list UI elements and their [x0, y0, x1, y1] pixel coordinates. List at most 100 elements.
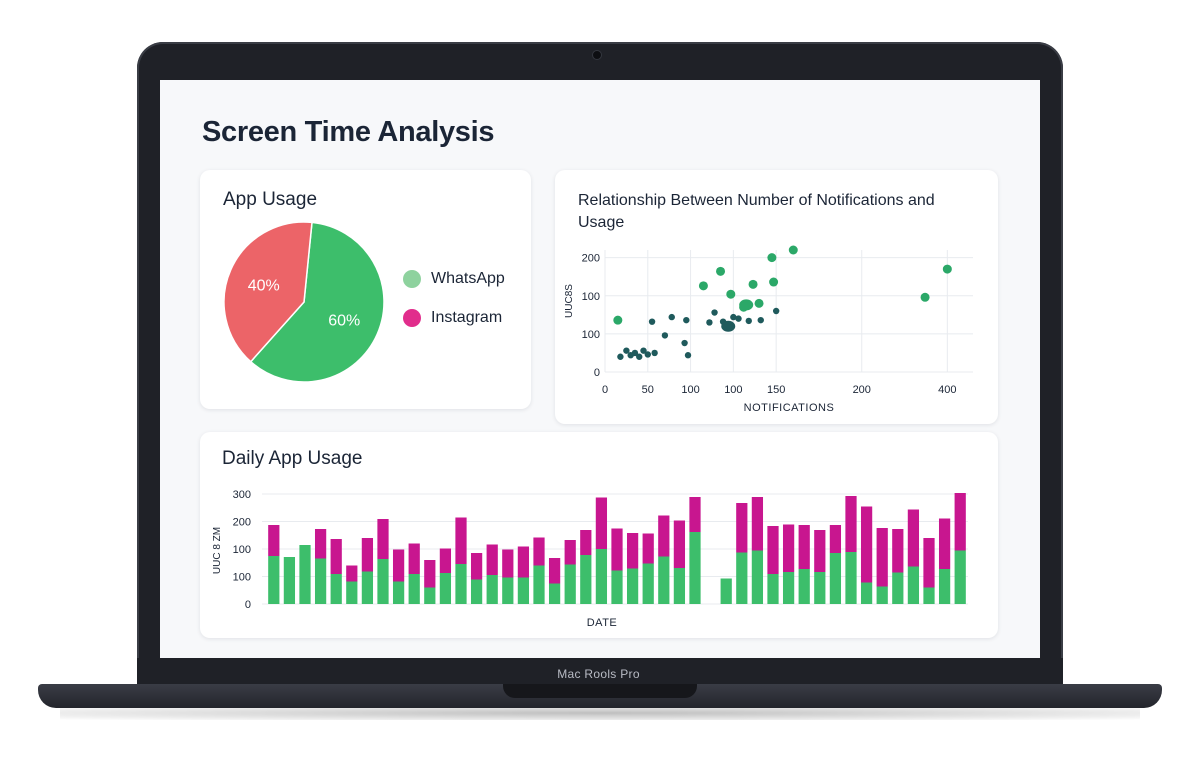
scatter-point	[721, 320, 736, 332]
scatter-point	[735, 315, 742, 322]
bar-segment-whatsapp	[346, 581, 358, 604]
app-usage-card: App Usage 60% 40% WhatsApp Instagram	[200, 170, 531, 409]
scatter-point	[651, 349, 658, 357]
scatter-x-axis-label: NOTIFICATIONS	[744, 402, 835, 414]
bar-segment-whatsapp	[330, 574, 342, 604]
bar-segment-whatsapp	[938, 569, 951, 604]
bar-segment-whatsapp	[814, 572, 826, 604]
bar-segment-whatsapp	[642, 563, 654, 604]
scatter-x-tick-label: 50	[642, 384, 654, 396]
bar-segment-whatsapp	[845, 552, 857, 604]
daily-usage-card: Daily App Usage 0 100 100 200 300 UUC 8 ZM DAT…	[200, 432, 998, 638]
bar-segment-instagram	[470, 553, 483, 580]
bar-segment-instagram	[876, 528, 888, 587]
device-label: Mac Rools Pro	[557, 667, 640, 681]
pie-label-instagram: 40%	[248, 277, 280, 294]
legend-swatch-whatsapp	[403, 270, 421, 288]
app-usage-title: App Usage	[223, 189, 318, 210]
bar-segment-whatsapp	[767, 574, 779, 604]
bar-segment-whatsapp	[564, 564, 576, 604]
bar-segment-instagram	[314, 529, 327, 559]
scatter-point	[726, 289, 736, 299]
laptop-chin	[137, 658, 1063, 684]
bar-segment-instagram	[767, 526, 779, 574]
scatter-y-tick-label: 100	[582, 329, 600, 341]
bar-segment-whatsapp	[907, 566, 920, 604]
bar-segment-whatsapp	[517, 577, 530, 604]
bar-segment-whatsapp	[860, 582, 873, 604]
laptop-base-notch	[503, 684, 697, 698]
legend-label-whatsapp: WhatsApp	[431, 270, 505, 287]
bar-segment-instagram	[533, 537, 545, 566]
bar-segment-instagram	[642, 533, 654, 564]
bar-segment-whatsapp	[892, 572, 904, 604]
bar-segment-whatsapp	[673, 568, 686, 604]
bar-segment-instagram	[736, 503, 748, 553]
bar-segment-instagram	[268, 525, 280, 556]
scatter-x-tick-label: 150	[767, 384, 785, 396]
scatter-point	[942, 264, 952, 274]
bar-segment-instagram	[626, 533, 639, 569]
scatter-point	[698, 281, 708, 291]
bar-segment-instagram	[782, 524, 795, 572]
bar-y-axis-label: UUC 8 ZM	[212, 527, 223, 574]
page-title: Screen Time Analysis	[202, 116, 495, 148]
bar-segment-instagram	[751, 497, 764, 551]
scatter-point	[769, 277, 779, 287]
bar-segment-whatsapp	[658, 556, 670, 604]
bar-segment-whatsapp	[595, 549, 608, 604]
bar-segment-instagram	[408, 543, 420, 574]
scatter-point	[920, 292, 930, 302]
bar-segment-whatsapp	[876, 586, 888, 604]
scatter-point	[711, 309, 718, 316]
scatter-point	[683, 316, 690, 324]
bar-segment-instagram	[954, 493, 966, 551]
bar-segment-whatsapp	[533, 565, 545, 604]
bar-segment-instagram	[907, 509, 920, 567]
bar-segment-instagram	[548, 558, 561, 584]
bar-segment-instagram	[673, 520, 686, 568]
bar-y-tick-label: 100	[233, 544, 251, 556]
scatter-point	[757, 316, 764, 324]
bar-segment-whatsapp	[611, 570, 623, 604]
scatter-point	[661, 332, 669, 339]
bar-segment-whatsapp	[954, 550, 966, 604]
bar-segment-whatsapp	[626, 568, 639, 604]
bar-segment-instagram	[860, 506, 873, 583]
bar-segment-whatsapp	[720, 578, 732, 604]
bar-y-tick-label: 0	[245, 599, 251, 611]
bar-segment-instagram	[486, 544, 498, 575]
pie-label-whatsapp: 60%	[328, 313, 360, 330]
scatter-point	[648, 318, 656, 325]
scatter-x-tick-label: 400	[938, 384, 956, 396]
bar-segment-instagram	[564, 540, 576, 565]
scatter-point	[788, 245, 798, 255]
scatter-point	[706, 319, 713, 326]
bar-y-tick-label: 300	[233, 489, 251, 501]
bar-segment-whatsapp	[299, 545, 311, 604]
scatter-x-tick-label: 100	[681, 384, 699, 396]
legend-swatch-instagram	[403, 309, 421, 327]
bar-segment-instagram	[814, 530, 826, 572]
bar-segment-whatsapp	[361, 571, 374, 604]
bar-segment-instagram	[439, 548, 452, 573]
bar-segment-whatsapp	[455, 564, 467, 604]
screen: Screen Time Analysis App Usage 60% 40% Wh…	[160, 80, 1040, 658]
bar-segment-instagram	[424, 560, 436, 588]
scatter-point	[613, 315, 623, 325]
bar-segment-instagram	[517, 546, 530, 578]
bar-x-axis-label: DATE	[587, 617, 618, 629]
scatter-point	[767, 253, 777, 263]
pie-slice-instagram	[223, 221, 313, 363]
bar-segment-whatsapp	[268, 556, 280, 604]
scatter-point	[617, 353, 624, 360]
bar-segment-whatsapp	[736, 552, 748, 604]
bar-segment-whatsapp	[408, 574, 420, 604]
bar-y-tick-label: 200	[233, 517, 251, 529]
scatter-chart: 0 100 100 200 0 50 100 100 150 200 400 NOTIFICATION…	[564, 245, 973, 414]
bar-segment-instagram	[829, 525, 842, 553]
app-usage-pie-chart: 60% 40%	[223, 221, 385, 383]
bar-segment-whatsapp	[751, 550, 764, 604]
bar-segment-instagram	[923, 538, 935, 588]
bar-segment-whatsapp	[829, 553, 842, 604]
